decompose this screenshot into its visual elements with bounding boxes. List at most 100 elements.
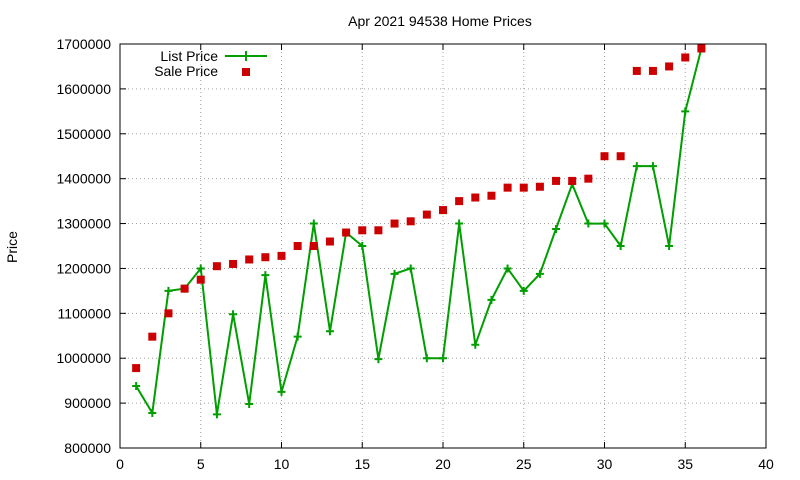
list-price-point: [261, 271, 270, 280]
list-price-line: [135, 48, 703, 416]
y-tick-label: 1400000: [56, 171, 111, 187]
list-price-point: [519, 286, 528, 295]
list-price-point: [665, 242, 674, 250]
sale-price-point: [600, 152, 609, 161]
y-tick-label: 800000: [64, 440, 111, 456]
sale-price-point: [681, 53, 690, 62]
sale-price-point: [164, 309, 173, 318]
sale-price-point: [148, 332, 157, 341]
y-tick-label: 900000: [64, 395, 111, 411]
y-tick-label: 1700000: [56, 36, 111, 52]
sale-price-point: [439, 206, 447, 215]
list-price-point: [148, 408, 157, 417]
legend: List Price Sale Price: [154, 48, 267, 79]
sale-price-point: [616, 152, 625, 161]
sale-price-point: [697, 44, 706, 53]
list-price-point: [196, 264, 205, 273]
list-price-point: [374, 355, 383, 364]
sale-price-point: [132, 364, 141, 373]
list-price-point: [681, 107, 690, 116]
list-price-point: [648, 162, 657, 171]
x-tick-label: 10: [274, 456, 290, 472]
list-price-point: [439, 354, 447, 363]
y-tick-label: 1100000: [58, 305, 112, 321]
sale-price-point: [648, 66, 657, 75]
list-price-point: [600, 219, 609, 228]
axes: 800000 900000 1000000 1100000 1200000 1300000…: [56, 36, 774, 472]
plot-series: [132, 44, 706, 419]
sale-price-point: [277, 251, 286, 260]
list-price-point: [293, 332, 302, 341]
legend-marker-list-price: [241, 51, 251, 61]
list-price-point: [309, 219, 318, 228]
sale-price-point: [180, 284, 189, 293]
list-price-point: [471, 340, 480, 349]
sale-price-point: [455, 197, 464, 206]
x-tick-label: 20: [435, 456, 451, 472]
list-price-point: [358, 242, 367, 250]
sale-price-point: [406, 217, 415, 226]
x-tick-label: 15: [354, 456, 370, 472]
x-tick-label: 40: [758, 456, 774, 472]
plot-border: [119, 43, 767, 449]
list-price-point: [277, 387, 286, 396]
sale-price-point: [487, 191, 496, 200]
sale-price-point: [325, 237, 334, 246]
y-tick-label: 1600000: [56, 81, 111, 97]
y-axis-label: Price: [4, 231, 20, 263]
list-price-point: [632, 162, 641, 171]
sale-price-point: [665, 62, 674, 71]
list-price-point: [487, 295, 496, 304]
sale-price-point: [374, 226, 383, 235]
sale-price-point: [568, 176, 577, 185]
x-tick-label: 35: [677, 456, 693, 472]
sale-price-point: [535, 182, 544, 191]
sale-price-point: [342, 228, 351, 237]
sale-price-point: [293, 242, 302, 250]
grid: [120, 44, 766, 448]
sale-price-point: [212, 262, 221, 271]
sale-price-point: [471, 193, 480, 202]
legend-marker-sale-price: [242, 68, 250, 76]
sale-price-point: [390, 219, 399, 228]
list-price-point: [422, 354, 431, 363]
sale-price-point: [552, 176, 561, 185]
list-price-point: [132, 382, 141, 391]
list-price-point: [503, 264, 512, 273]
sale-price-point: [309, 242, 318, 250]
sale-price-point: [584, 174, 593, 183]
list-price-point: [455, 219, 464, 228]
x-tick-label: 0: [116, 456, 124, 472]
legend-label-list-price: List Price: [160, 48, 218, 64]
sale-price-point: [422, 210, 431, 219]
sale-price-point: [245, 255, 254, 264]
sale-price-point: [196, 275, 205, 284]
sale-price-point: [358, 226, 367, 235]
list-price-point: [325, 327, 334, 336]
list-price-point: [552, 224, 561, 233]
x-tick-label: 30: [597, 456, 613, 472]
list-price-point: [584, 219, 593, 228]
sale-price-point: [519, 183, 528, 192]
list-price-point: [616, 242, 625, 250]
list-price-point: [535, 269, 544, 278]
list-price-point: [245, 400, 254, 409]
list-price-point: [212, 410, 221, 419]
y-tick-label: 1000000: [56, 350, 111, 366]
legend-label-sale-price: Sale Price: [154, 63, 218, 79]
list-price-point: [406, 264, 415, 273]
y-tick-label: 1200000: [56, 260, 111, 276]
chart-title: Apr 2021 94538 Home Prices: [348, 13, 532, 29]
list-price-point: [229, 310, 238, 319]
list-price-point: [164, 286, 173, 295]
sale-price-point: [632, 66, 641, 75]
x-tick-label: 25: [516, 456, 532, 472]
y-tick-label: 1300000: [56, 216, 111, 232]
x-tick-label: 5: [197, 456, 205, 472]
sale-price-point: [261, 253, 270, 262]
sale-price-point: [503, 183, 512, 192]
y-tick-label: 1500000: [56, 126, 111, 142]
sale-price-point: [229, 259, 238, 268]
